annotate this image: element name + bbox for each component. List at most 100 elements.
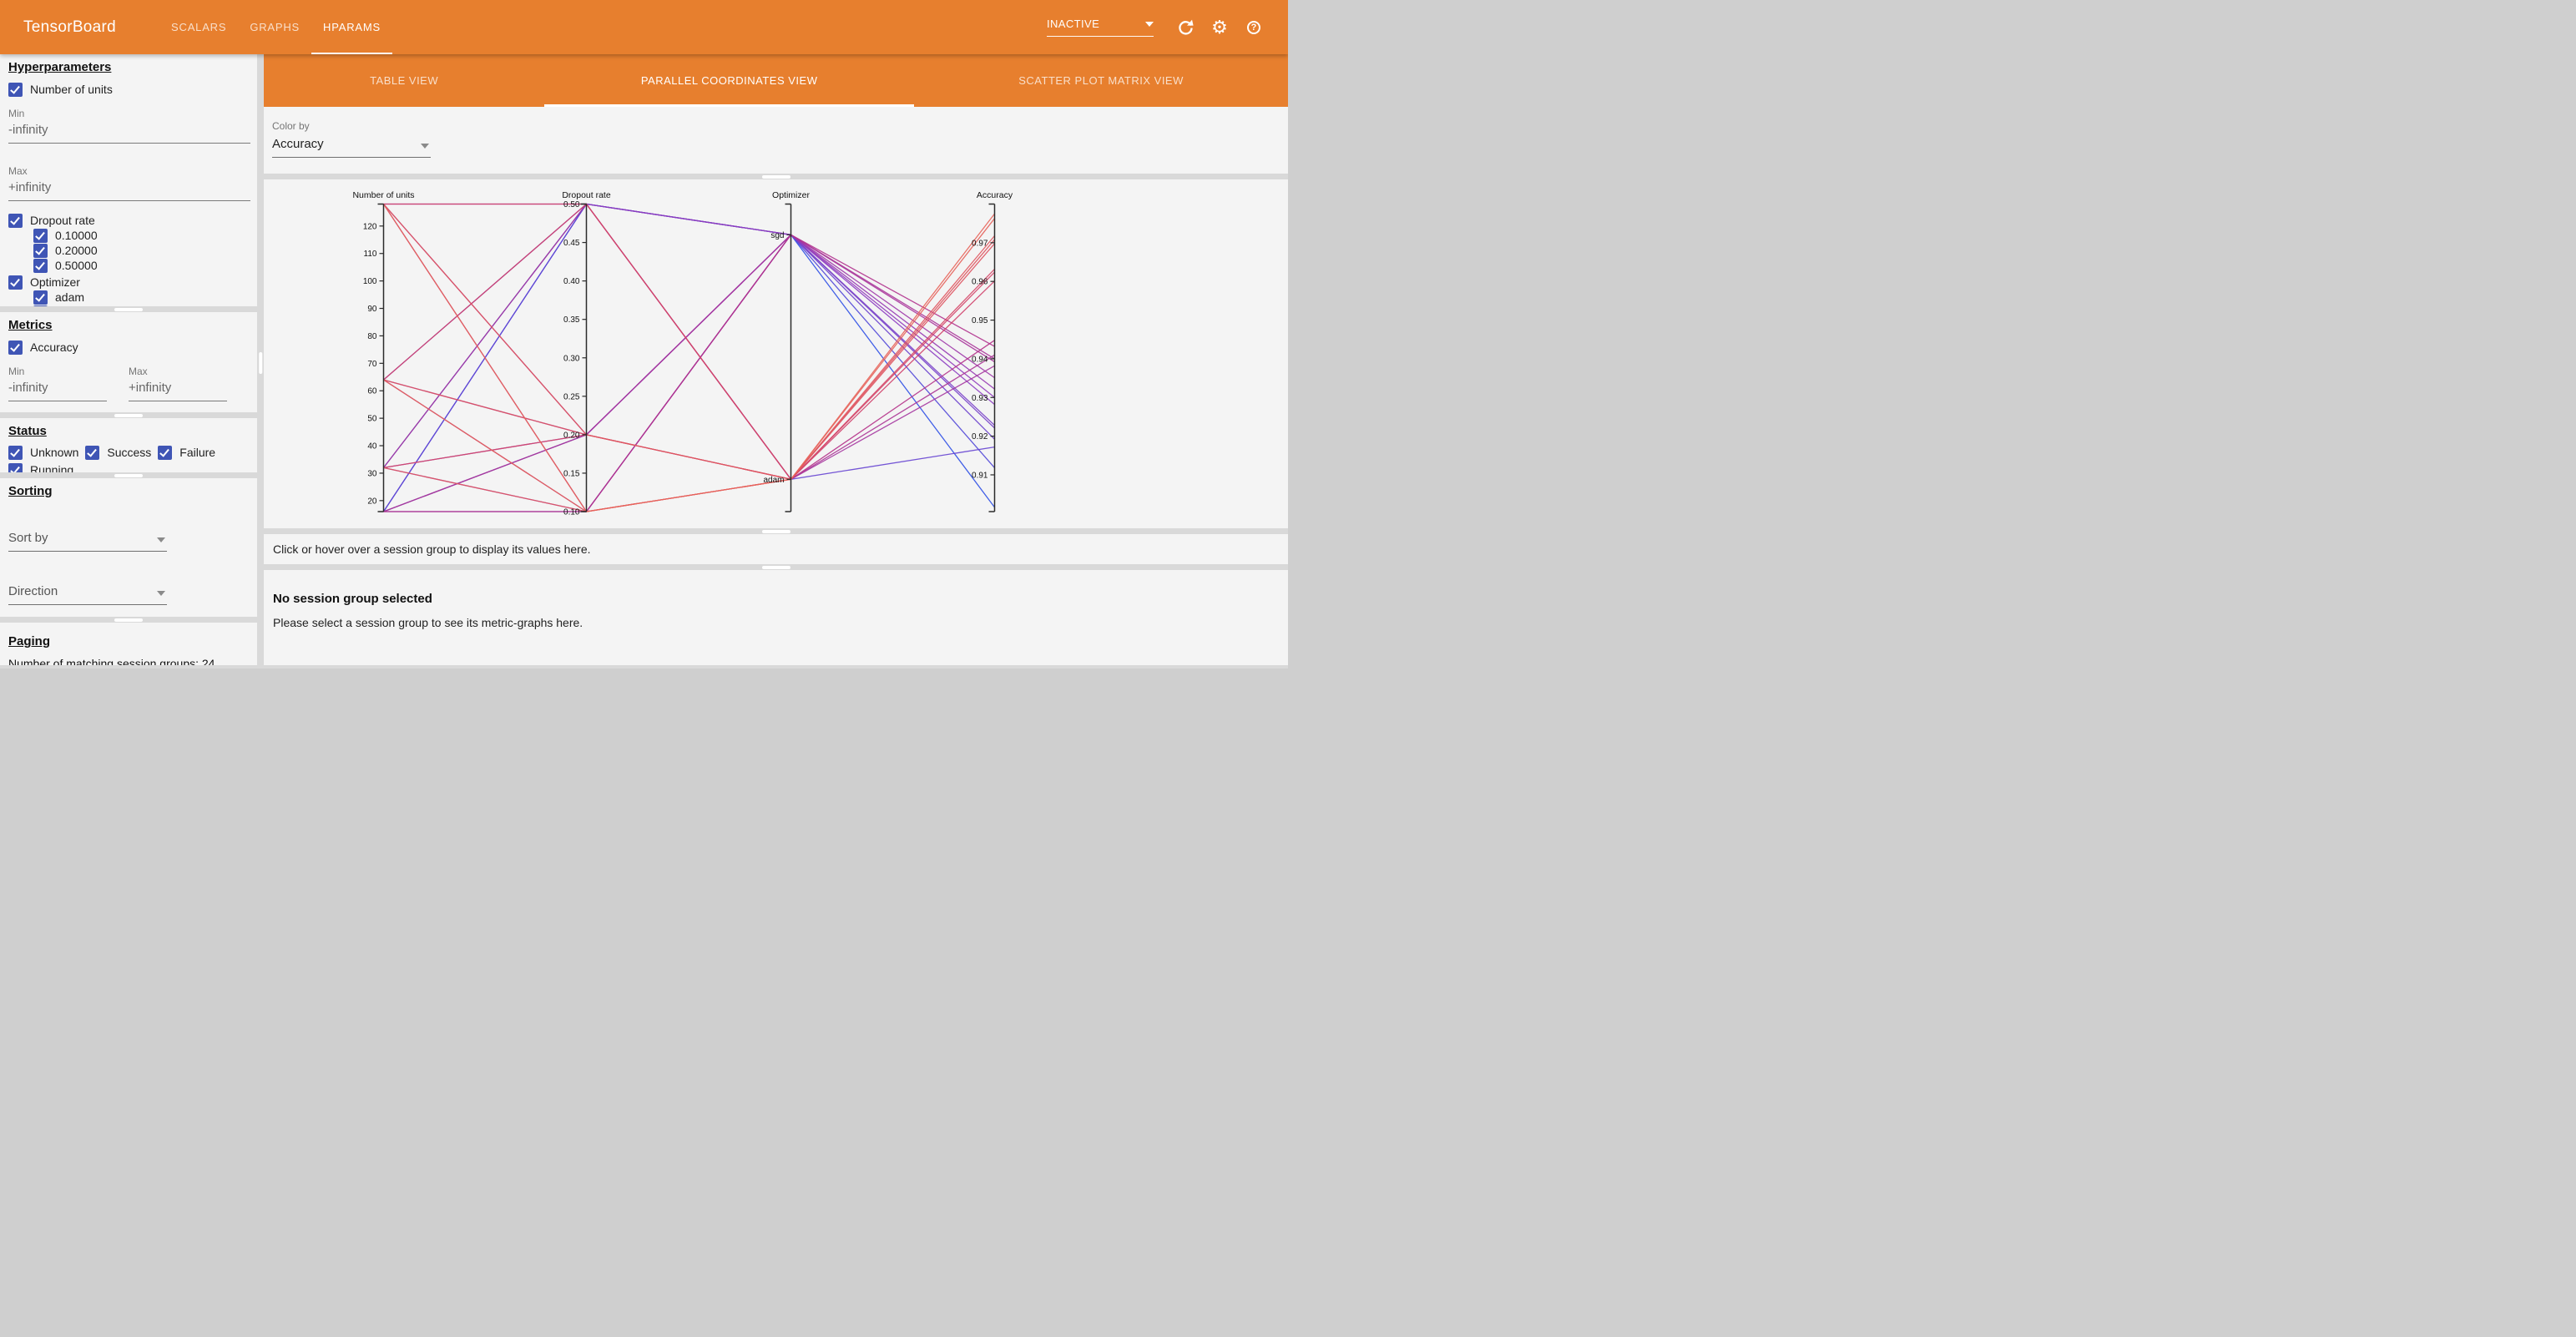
checkbox-status-running[interactable] — [8, 462, 23, 472]
units-min-field: Min -infinity — [8, 108, 250, 144]
main-section-resizer[interactable] — [264, 174, 1288, 179]
color-by-value: Accuracy — [272, 137, 324, 151]
status-success-row[interactable]: Success — [85, 445, 151, 460]
checkbox-optimizer[interactable] — [8, 275, 23, 290]
metric-accuracy-row[interactable]: Accuracy — [8, 340, 257, 355]
min-label: Min — [8, 366, 25, 377]
dropout-value-row[interactable]: 0.20000 — [33, 243, 257, 258]
status-unknown-row[interactable]: Unknown — [8, 445, 78, 460]
tab-scatter-plot-matrix-view[interactable]: SCATTER PLOT MATRIX VIEW — [1018, 74, 1184, 87]
settings-gear-icon[interactable]: ⚙ — [1211, 16, 1228, 38]
svg-text:0.93: 0.93 — [972, 394, 988, 403]
sidebar-section-resizer[interactable] — [0, 472, 257, 478]
main-section-resizer[interactable] — [264, 528, 1288, 534]
metrics-heading: Metrics — [8, 318, 53, 332]
status-running-row[interactable]: Running — [8, 462, 73, 472]
color-by-dropdown[interactable]: Accuracy — [272, 134, 431, 158]
metric-max-input[interactable]: +infinity — [129, 377, 227, 401]
status-label: Running — [30, 463, 74, 472]
metric-label: Accuracy — [30, 341, 78, 354]
svg-text:adam: adam — [763, 476, 784, 485]
splitter-drag-handle[interactable] — [259, 352, 262, 374]
svg-text:0.40: 0.40 — [563, 277, 580, 286]
session-group-line — [383, 203, 995, 481]
checkbox-number-of-units[interactable] — [8, 82, 23, 97]
svg-text:0.20: 0.20 — [563, 431, 580, 440]
hparam-label: Dropout rate — [30, 214, 95, 227]
checkbox-accuracy[interactable] — [8, 340, 23, 355]
session-group-line — [383, 203, 995, 426]
chevron-down-icon — [157, 591, 165, 596]
hyperparameters-heading: Hyperparameters — [8, 60, 112, 74]
session-group-title: No session group selected — [273, 592, 432, 606]
checkbox-optimizer-adam[interactable] — [33, 290, 48, 305]
status-label: Unknown — [30, 446, 79, 459]
session-group-line — [383, 243, 995, 481]
axis-number-of-units: Number of units 20 30 40 50 60 70 80 90 100 110 120 — [352, 190, 415, 512]
sidebar-section-resizer[interactable] — [0, 617, 257, 623]
metric-min-input[interactable]: -infinity — [8, 377, 107, 401]
sorting-section: Sorting Sort by Direction — [0, 478, 257, 617]
tab-parallel-coordinates-view[interactable]: PARALLEL COORDINATES VIEW — [544, 54, 915, 107]
axis-optimizer: Optimizer sgd adam — [763, 190, 810, 512]
sidebar-section-resizer[interactable] — [0, 412, 257, 418]
checkbox-status-unknown[interactable] — [8, 445, 23, 460]
direction-dropdown[interactable]: Direction — [8, 582, 167, 605]
tab-scalars[interactable]: SCALARS — [171, 21, 227, 33]
session-values-section: Click or hover over a session group to d… — [264, 534, 1288, 564]
dropout-value-label: 0.20000 — [55, 244, 98, 257]
units-min-input[interactable]: -infinity — [8, 119, 250, 144]
dropout-value-row[interactable]: 0.10000 — [33, 228, 257, 243]
main-panel: TABLE VIEW PARALLEL COORDINATES VIEW SCA… — [264, 54, 1288, 668]
direction-value: Direction — [8, 584, 58, 598]
session-group-line — [383, 234, 995, 469]
content-area: Hyperparameters Number of units Min -inf… — [0, 54, 1288, 668]
status-label: Success — [107, 446, 152, 459]
session-group-line — [382, 204, 996, 512]
hyperparameters-section: Hyperparameters Number of units Min -inf… — [0, 54, 257, 306]
svg-text:40: 40 — [367, 442, 377, 452]
chevron-down-icon — [157, 537, 165, 542]
color-by-label: Color by — [272, 120, 310, 132]
svg-text:sgd: sgd — [770, 231, 784, 240]
refresh-icon[interactable] — [1176, 18, 1195, 37]
status-heading: Status — [8, 424, 47, 438]
parallel-coordinates-chart[interactable]: Number of units 20 30 40 50 60 70 80 90 100 110 120… — [264, 179, 1288, 528]
main-section-resizer[interactable] — [264, 564, 1288, 570]
svg-text:20: 20 — [367, 497, 377, 506]
tab-graphs[interactable]: GRAPHS — [250, 21, 301, 33]
help-icon[interactable]: ? — [1245, 18, 1263, 37]
units-max-input[interactable]: +infinity — [8, 177, 250, 201]
checkbox-dropout-0.20000[interactable] — [33, 243, 48, 258]
dropout-value-row[interactable]: 0.50000 — [33, 258, 257, 273]
metric-minmax-row: Min -infinity Max +infinity — [8, 366, 257, 401]
max-label: Max — [8, 165, 28, 177]
optimizer-value-row[interactable]: adam — [33, 290, 257, 305]
hparam-optimizer-row[interactable]: Optimizer — [8, 275, 257, 290]
svg-text:0.30: 0.30 — [563, 354, 580, 363]
sort-by-dropdown[interactable]: Sort by — [8, 528, 167, 552]
svg-text:0.92: 0.92 — [972, 432, 988, 441]
values-hint-text: Click or hover over a session group to d… — [273, 542, 591, 556]
tab-hparams[interactable]: HPARAMS — [311, 0, 392, 54]
hparam-dropout-rate-row[interactable]: Dropout rate — [8, 213, 257, 228]
sidebar-splitter[interactable] — [257, 54, 264, 668]
checkbox-dropout-0.50000[interactable] — [33, 258, 48, 273]
session-group-line — [383, 204, 995, 481]
svg-text:Number of units: Number of units — [352, 190, 414, 200]
bottom-resizer-strip[interactable] — [0, 665, 1288, 668]
checkbox-status-failure[interactable] — [158, 445, 173, 460]
hparam-number-of-units-row[interactable]: Number of units — [8, 82, 257, 97]
status-failure-row[interactable]: Failure — [158, 445, 215, 460]
checkbox-status-success[interactable] — [85, 445, 100, 460]
sidebar-section-resizer[interactable] — [0, 306, 257, 312]
run-status-dropdown[interactable]: INACTIVE — [1047, 18, 1154, 37]
color-by-section: Color by Accuracy — [264, 107, 1288, 174]
axis-accuracy: Accuracy 0.91 0.92 0.93 0.94 0.95 0.96 0.97 — [972, 190, 1013, 512]
svg-text:0.95: 0.95 — [972, 316, 988, 325]
checkbox-dropout-rate[interactable] — [8, 213, 23, 228]
tab-table-view[interactable]: TABLE VIEW — [370, 74, 439, 87]
sort-by-value: Sort by — [8, 531, 48, 545]
checkbox-dropout-0.10000[interactable] — [33, 228, 48, 243]
svg-text:50: 50 — [367, 415, 377, 424]
